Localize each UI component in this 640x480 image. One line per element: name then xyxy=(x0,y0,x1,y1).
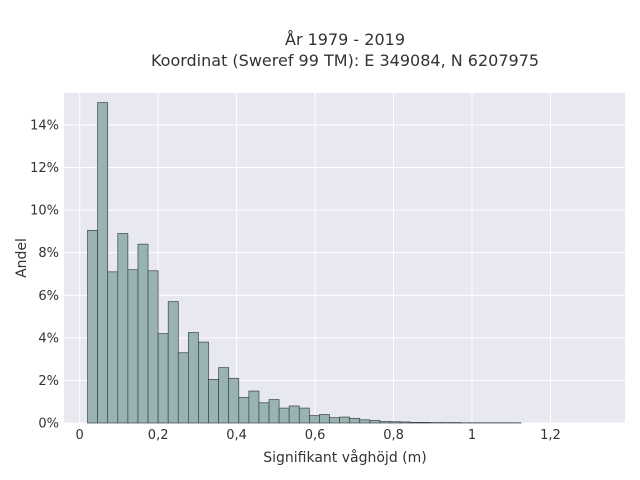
x-tick-label: 1,2 xyxy=(540,428,561,443)
histogram-bar xyxy=(278,407,290,424)
histogram-bar xyxy=(107,271,119,424)
histogram-bar xyxy=(97,102,109,424)
y-tick-label: 6% xyxy=(38,289,59,304)
histogram-bar xyxy=(218,367,230,424)
y-axis-title: Andel xyxy=(14,238,30,278)
histogram-bar xyxy=(359,419,371,424)
histogram-bar xyxy=(258,402,270,424)
y-tick-label: 12% xyxy=(30,161,59,176)
histogram-bar xyxy=(329,417,340,424)
x-tick-label: 0 xyxy=(76,428,84,443)
histogram-bar xyxy=(198,341,209,424)
histogram-bar xyxy=(167,301,179,424)
histogram-bars xyxy=(87,102,522,424)
y-tick-label: 14% xyxy=(30,118,59,133)
histogram-bar xyxy=(188,332,199,424)
histogram-bar xyxy=(298,407,310,424)
histogram-bar xyxy=(308,415,320,424)
x-axis-title: Signifikant våghöjd (m) xyxy=(263,449,426,466)
histogram-bar xyxy=(339,416,351,424)
x-tick-label: 0,4 xyxy=(226,428,247,443)
x-tick-label: 0,2 xyxy=(148,428,169,443)
histogram-bar xyxy=(288,405,300,424)
x-tick-label: 0,8 xyxy=(383,428,404,443)
chart-title-line-1: År 1979 - 2019 xyxy=(285,30,405,49)
histogram-bar xyxy=(157,333,169,424)
histogram-bar xyxy=(147,270,159,424)
y-tick-label: 0% xyxy=(38,417,59,432)
chart-title-line-2: Koordinat (Sweref 99 TM): E 349084, N 62… xyxy=(151,51,539,70)
histogram-bar xyxy=(409,422,421,424)
histogram-bar xyxy=(238,397,250,424)
histogram-bar xyxy=(369,420,381,424)
histogram-bar xyxy=(379,421,391,424)
histogram-bar xyxy=(399,421,411,424)
x-gridlines xyxy=(79,93,551,423)
histogram-bar xyxy=(87,229,98,424)
x-tick-label: 0,6 xyxy=(305,428,326,443)
histogram-bar xyxy=(389,421,401,424)
y-tick-label: 4% xyxy=(38,331,59,346)
histogram-bar xyxy=(419,422,431,424)
y-tick-labels: 0% 2% 4% 6% 8% 10% 12% 14% xyxy=(30,118,59,431)
y-tick-label: 2% xyxy=(38,374,59,389)
histogram-bar xyxy=(268,399,280,424)
x-tick-labels: 0 0,2 0,4 0,6 0,8 1 1,2 xyxy=(76,428,561,443)
histogram-bar xyxy=(117,233,129,424)
histogram-bar xyxy=(208,379,219,424)
histogram-bar xyxy=(228,377,240,424)
histogram-bar xyxy=(248,390,260,424)
y-tick-label: 10% xyxy=(30,204,59,219)
histogram-bar xyxy=(177,352,189,424)
chart-title: År 1979 - 2019 Koordinat (Sweref 99 TM):… xyxy=(151,30,539,70)
histogram-bar xyxy=(127,269,139,424)
histogram-bar xyxy=(137,243,149,424)
y-tick-label: 8% xyxy=(38,246,59,261)
histogram-bar xyxy=(349,417,361,424)
x-tick-label: 1 xyxy=(468,428,476,443)
histogram-bar xyxy=(319,414,330,424)
